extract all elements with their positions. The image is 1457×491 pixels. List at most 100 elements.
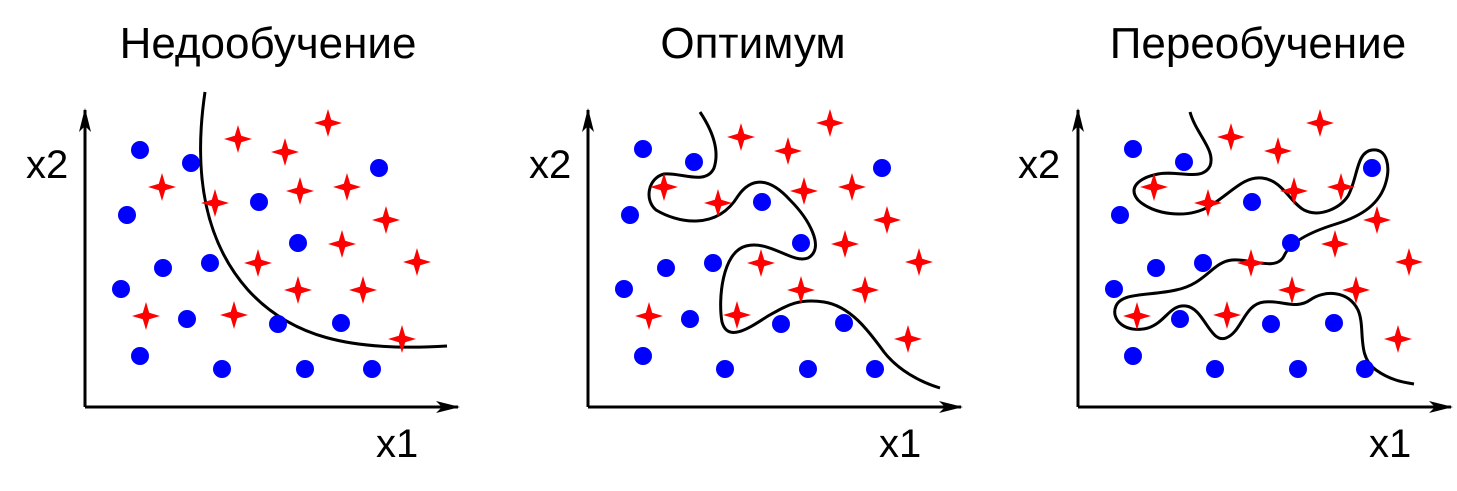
- class-b-point: [787, 276, 815, 304]
- class-a-point: [634, 140, 652, 158]
- class-b-point: [1237, 249, 1265, 277]
- class-a-point: [182, 154, 200, 172]
- decision-boundary: [1113, 111, 1415, 386]
- class-b-point: [220, 301, 248, 329]
- class-b-point: [816, 109, 844, 137]
- class-b-point: [333, 173, 361, 201]
- class-b-point: [372, 206, 400, 234]
- class-b-point: [201, 189, 229, 217]
- class-b-point: [704, 189, 732, 217]
- class-a-point: [1111, 206, 1129, 224]
- class-b-point: [635, 302, 663, 330]
- class-b-point: [1306, 109, 1334, 137]
- y-axis-label: x2: [26, 143, 68, 187]
- class-b-point: [831, 230, 859, 258]
- panel-overfitting: Переобучение x2 x1: [1018, 19, 1453, 466]
- class-a-point: [250, 193, 268, 211]
- class-a-point: [792, 234, 810, 252]
- class-a-point: [1243, 193, 1261, 211]
- class-a-point: [269, 315, 287, 333]
- class-a-point: [1105, 280, 1123, 298]
- class-a-point: [866, 360, 884, 378]
- class-b-point: [905, 248, 933, 276]
- class-a-point: [112, 280, 130, 298]
- class-a-point: [753, 193, 771, 211]
- class-b-point: [244, 249, 272, 277]
- class-b-point: [851, 276, 879, 304]
- class-b-point: [723, 301, 751, 329]
- class-a-point: [131, 141, 149, 159]
- class-a-point: [370, 159, 388, 177]
- class-a-point: [704, 254, 722, 272]
- class-a-point: [289, 234, 307, 252]
- class-b-point: [1217, 123, 1245, 151]
- class-b-point: [650, 173, 678, 201]
- class-b-point: [328, 230, 356, 258]
- class-b-point: [1327, 173, 1355, 201]
- class-b-point: [349, 276, 377, 304]
- class-a-point: [1194, 254, 1212, 272]
- class-a-point: [213, 360, 231, 378]
- class-b-point: [1213, 301, 1241, 329]
- class-a-point: [1289, 360, 1307, 378]
- class-a-point: [1356, 360, 1374, 378]
- class-b-point: [403, 248, 431, 276]
- class-b-point: [1342, 276, 1370, 304]
- class-b-point: [1123, 302, 1151, 330]
- class-a-point: [615, 280, 633, 298]
- class-b-point: [790, 177, 818, 205]
- class-b-point: [314, 109, 342, 137]
- class-a-point: [1175, 153, 1193, 171]
- class-a-point: [1124, 140, 1142, 158]
- class-a-point: [1262, 315, 1280, 333]
- class-a-point: [1171, 310, 1189, 328]
- panel-optimum: Оптимум x2 x1: [529, 19, 963, 466]
- class-b-point: [224, 125, 252, 153]
- class-a-point: [799, 360, 817, 378]
- decision-boundary: [647, 111, 941, 390]
- class-b-point: [1280, 177, 1308, 205]
- class-a-point: [154, 259, 172, 277]
- class-a-point: [681, 310, 699, 328]
- class-b-point: [747, 249, 775, 277]
- class-a-point: [1325, 314, 1343, 332]
- class-b-point: [1194, 189, 1222, 217]
- class-b-point: [774, 137, 802, 165]
- class-b-point: [271, 138, 299, 166]
- class-a-point: [657, 259, 675, 277]
- class-b-point: [873, 206, 901, 234]
- class-a-point: [873, 159, 891, 177]
- panel-title: Переобучение: [1110, 19, 1406, 68]
- class-b-point: [1363, 206, 1391, 234]
- class-b-point: [727, 123, 755, 151]
- class-a-point: [772, 315, 790, 333]
- class-a-point: [131, 347, 149, 365]
- class-a-point: [363, 360, 381, 378]
- panel-underfitting: Недообучение x2 x1: [26, 19, 460, 466]
- class-a-point: [332, 314, 350, 332]
- class-a-point: [1282, 234, 1300, 252]
- class-b-point: [388, 325, 416, 353]
- class-a-point: [178, 310, 196, 328]
- class-a-point: [685, 153, 703, 171]
- decision-boundary: [199, 91, 448, 349]
- class-a-point: [716, 360, 734, 378]
- class-b-point: [1395, 248, 1423, 276]
- class-b-point: [286, 177, 314, 205]
- class-b-point: [838, 173, 866, 201]
- class-a-point: [118, 206, 136, 224]
- class-b-point: [1264, 137, 1292, 165]
- class-b-point: [1321, 230, 1349, 258]
- class-a-point: [1363, 159, 1381, 177]
- class-b-point: [1384, 325, 1412, 353]
- class-a-point: [1147, 259, 1165, 277]
- panel-title: Недообучение: [120, 19, 417, 68]
- y-axis-label: x2: [1018, 143, 1060, 187]
- class-b-point: [1278, 276, 1306, 304]
- class-b-point: [284, 276, 312, 304]
- x-axis-label: x1: [1369, 422, 1411, 466]
- class-b-point: [1140, 173, 1168, 201]
- x-axis-label: x1: [879, 422, 921, 466]
- class-a-point: [296, 360, 314, 378]
